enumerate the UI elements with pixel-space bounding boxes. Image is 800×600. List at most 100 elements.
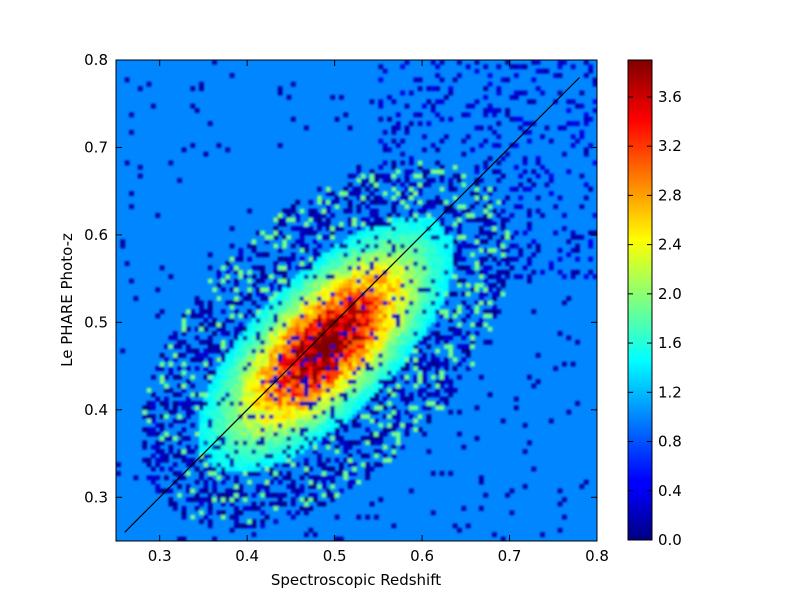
heatmap-cell — [234, 256, 239, 262]
heatmap-cell — [264, 414, 270, 419]
heatmap-cell — [203, 422, 209, 428]
heatmap-cell — [352, 252, 357, 258]
heatmap-cell — [548, 178, 554, 183]
heatmap-cell — [387, 414, 392, 419]
heatmap-cell — [404, 366, 410, 371]
heatmap-cell — [216, 283, 222, 288]
heatmap-cell — [378, 352, 384, 358]
heatmap-cell — [430, 199, 436, 205]
heatmap-cell — [404, 427, 410, 433]
heatmap-cell — [408, 326, 414, 332]
heatmap-cell — [404, 274, 410, 280]
heatmap-cell — [225, 497, 231, 503]
heatmap-cell — [387, 213, 392, 218]
heatmap-cell — [273, 243, 279, 249]
heatmap-cell — [400, 261, 405, 266]
heatmap-cell — [426, 239, 432, 245]
heatmap-cell — [535, 156, 541, 161]
heatmap-cell — [382, 366, 388, 371]
heatmap-cell — [308, 287, 314, 293]
heatmap-cell — [277, 278, 283, 284]
heatmap-cell — [255, 466, 261, 472]
heatmap-cell — [299, 366, 305, 371]
heatmap-cell — [330, 252, 336, 258]
heatmap-cell — [304, 457, 309, 463]
heatmap-cell — [334, 387, 340, 393]
heatmap-cell — [527, 440, 532, 446]
heatmap-cell — [299, 449, 305, 454]
heatmap-cell — [404, 374, 410, 380]
heatmap-cell — [487, 313, 493, 319]
heatmap-cell — [220, 309, 226, 315]
heatmap-cell — [199, 444, 204, 450]
heatmap-cell — [321, 256, 327, 262]
heatmap-cell — [286, 304, 292, 310]
heatmap-cell — [317, 304, 322, 310]
heatmap-cell — [535, 379, 541, 384]
heatmap-cell — [339, 392, 344, 398]
heatmap-cell — [325, 331, 331, 336]
heatmap-cell — [404, 261, 410, 266]
heatmap-cell — [290, 208, 296, 214]
heatmap-cell — [308, 296, 314, 301]
heatmap-cell — [199, 392, 204, 398]
heatmap-cell — [400, 374, 405, 380]
heatmap-cell — [452, 252, 458, 258]
heatmap-cell — [260, 287, 266, 293]
heatmap-cell — [439, 252, 445, 258]
heatmap-cell — [422, 103, 427, 109]
heatmap-cell — [150, 401, 156, 406]
heatmap-cell — [264, 422, 270, 428]
heatmap-cell — [146, 431, 152, 437]
heatmap-cell — [373, 352, 379, 358]
heatmap-cell — [470, 287, 475, 293]
heatmap-cell — [286, 475, 292, 481]
heatmap-cell — [295, 348, 301, 354]
heatmap-cell — [290, 331, 296, 336]
heatmap-cell — [422, 265, 427, 271]
heatmap-cell — [260, 317, 266, 323]
heatmap-cell — [492, 208, 497, 214]
heatmap-cell — [474, 195, 480, 201]
heatmap-cell — [339, 414, 344, 419]
heatmap-cell — [308, 361, 314, 367]
heatmap-cell — [413, 217, 419, 223]
heatmap-cell — [312, 436, 318, 441]
heatmap-cell — [308, 506, 314, 511]
heatmap-cell — [220, 392, 226, 398]
heatmap-cell — [343, 357, 349, 363]
heatmap-cell — [500, 269, 506, 275]
heatmap-cell — [207, 252, 213, 258]
heatmap-cell — [286, 348, 292, 354]
heatmap-cell — [378, 265, 384, 271]
heatmap-cell — [400, 296, 405, 301]
heatmap-cell — [417, 361, 423, 367]
heatmap-cell — [212, 396, 217, 402]
heatmap-cell — [448, 344, 454, 349]
heatmap-cell — [229, 414, 235, 419]
heatmap-cell — [408, 265, 414, 271]
heatmap-cell — [190, 357, 196, 363]
heatmap-cell — [347, 208, 353, 214]
heatmap-cell — [207, 401, 213, 406]
heatmap-cell — [435, 147, 440, 153]
heatmap-cell — [299, 401, 305, 406]
heatmap-cell — [220, 331, 226, 336]
heatmap-cell — [260, 374, 266, 380]
heatmap-cell — [120, 243, 126, 249]
heatmap-cell — [417, 191, 423, 196]
heatmap-cell — [452, 291, 458, 297]
heatmap-cell — [286, 440, 292, 446]
heatmap-cell — [312, 335, 318, 341]
heatmap-cell — [290, 204, 296, 210]
heatmap-cell — [325, 322, 331, 328]
heatmap-cell — [273, 352, 279, 358]
heatmap-cell — [435, 401, 440, 406]
heatmap-cell — [264, 440, 270, 446]
heatmap-cell — [448, 116, 454, 122]
heatmap-cell — [255, 444, 261, 450]
heatmap-cell — [277, 357, 283, 363]
heatmap-cell — [500, 291, 506, 297]
heatmap-cell — [277, 383, 283, 389]
heatmap-cell — [347, 335, 353, 341]
